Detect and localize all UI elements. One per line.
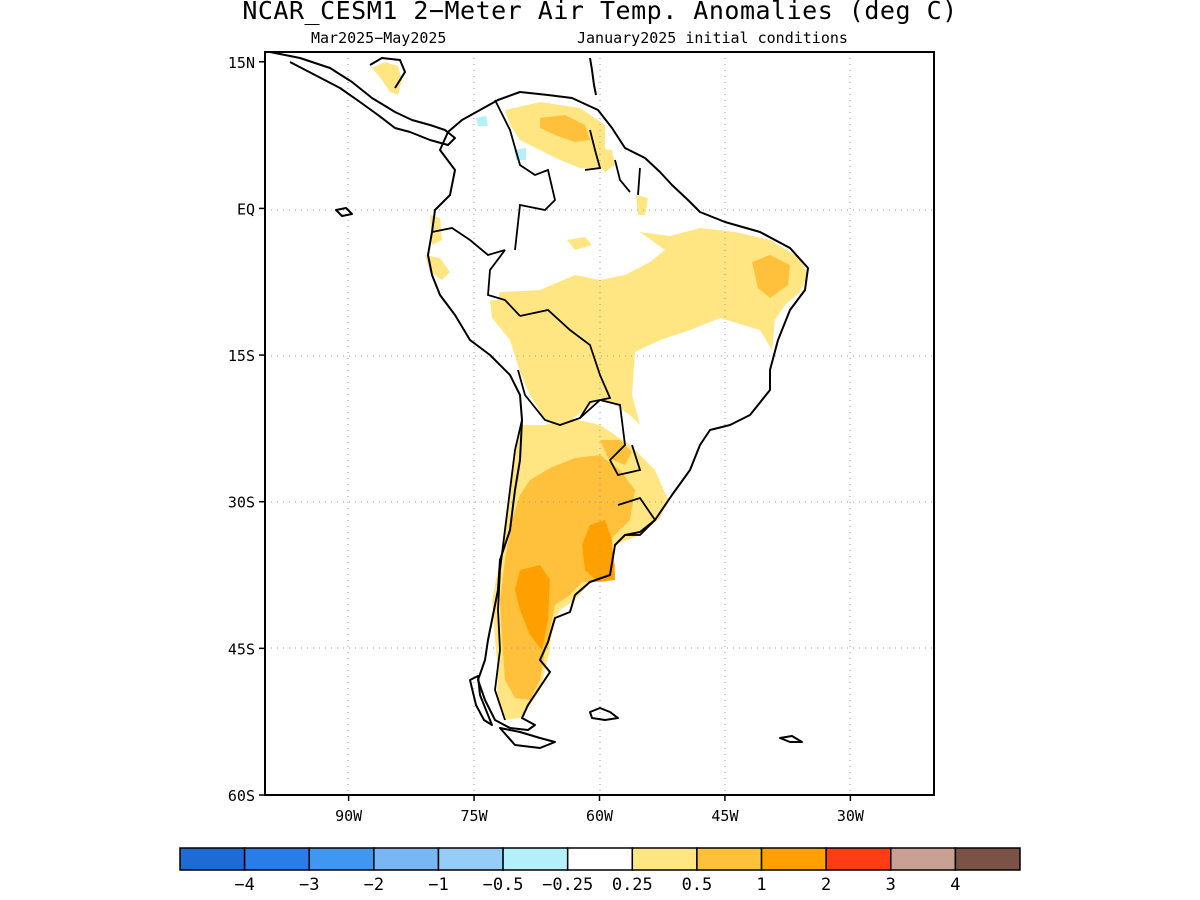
- galapagos-coastline: [335, 207, 353, 217]
- colorbar-label: 0.5: [682, 875, 713, 895]
- anomaly-region-northeast-brazil: [752, 255, 790, 298]
- colorbar-label: −3: [299, 875, 319, 895]
- colorbar-swatch: [308, 847, 375, 871]
- lat-label: 15N: [228, 54, 255, 72]
- colorbar-swatch: [502, 847, 569, 871]
- lat-label: EQ: [237, 200, 255, 218]
- colorbar-label: −2: [364, 875, 384, 895]
- lat-label: 60S: [228, 787, 255, 805]
- latitude-labels: 15N EQ 15S 30S 45S 60S: [228, 54, 265, 805]
- central-america-coastline: [269, 52, 456, 146]
- falklands-coastline: [589, 707, 619, 721]
- colorbar-label: 2: [821, 875, 831, 895]
- colorbar-swatch: [760, 847, 827, 871]
- colorbar-swatch: [954, 847, 1021, 871]
- chilean-archipelago: [469, 675, 493, 726]
- anomaly-region-cool-1: [476, 116, 488, 126]
- anomaly-shading: [372, 62, 808, 720]
- anomaly-region-ecuador: [425, 255, 450, 280]
- lon-label: 30W: [837, 807, 865, 825]
- border-venezuela-guyana: [584, 129, 602, 171]
- initial-conditions-subtitle: January2025 initial conditions: [577, 29, 848, 47]
- colorbar-label: 4: [950, 875, 960, 895]
- country-borders: [431, 99, 657, 721]
- colorbar-swatch: [825, 847, 892, 871]
- map-title: NCAR_CESM1 2−Meter Air Temp. Anomalies (…: [242, 0, 958, 25]
- anomaly-region-venezuela: [540, 115, 590, 142]
- colorbar-swatch: [437, 847, 504, 871]
- anomaly-region-pampas: [582, 520, 615, 582]
- lon-label: 90W: [335, 807, 363, 825]
- border-guianas: [614, 159, 641, 196]
- anomaly-region-patagonia: [515, 565, 550, 650]
- lon-label: 60W: [586, 807, 614, 825]
- anomaly-region-brazil: [497, 228, 808, 425]
- colorbar-swatch: [373, 847, 440, 871]
- colorbar-swatch: [890, 847, 957, 871]
- lat-label: 45S: [228, 640, 255, 658]
- period-subtitle: Mar2025−May2025: [311, 29, 447, 47]
- coastlines: [269, 52, 809, 749]
- border-ecuador-peru: [431, 227, 506, 256]
- anomaly-region-para: [636, 195, 648, 215]
- colorbar-label: −4: [234, 875, 254, 895]
- colorbar: −4 −3 −2 −1 −0.5 −0.25 0.25 0.5 1 2 3 4: [179, 847, 1021, 895]
- map-area: [265, 52, 934, 795]
- yucatan-coastline: [369, 57, 406, 89]
- anomaly-region-west-amazon: [490, 300, 600, 425]
- lat-label: 15S: [228, 347, 255, 365]
- colorbar-swatch: [179, 847, 246, 871]
- border-paraguay: [579, 399, 642, 477]
- colorbar-swatch: [696, 847, 763, 871]
- colorbar-label: −1: [428, 875, 448, 895]
- colorbar-label: −0.5: [483, 875, 524, 895]
- anomaly-region-north-coast: [505, 102, 605, 170]
- lat-label: 30S: [228, 494, 255, 512]
- south-america-coastline: [427, 91, 809, 731]
- colorbar-label: −0.25: [542, 875, 593, 895]
- colorbar-label: 1: [756, 875, 766, 895]
- lon-label: 45W: [711, 807, 739, 825]
- anomaly-region-amazon-patch: [567, 237, 592, 250]
- caribbean-coastline: [589, 57, 597, 96]
- border-chile-argentina: [494, 419, 523, 721]
- colorbar-label: 0.25: [612, 875, 653, 895]
- anomaly-region-central-america: [372, 62, 402, 95]
- longitude-labels: 90W 75W 60W 45W 30W: [335, 795, 865, 825]
- tierra-del-fuego-coastline: [499, 727, 556, 749]
- border-peru-brazil: [487, 249, 521, 317]
- lon-label: 75W: [461, 807, 489, 825]
- border-colombia-venezuela: [494, 99, 556, 251]
- south-georgia-coastline: [779, 735, 803, 743]
- colorbar-swatch: [631, 847, 698, 871]
- colorbar-label: 3: [886, 875, 896, 895]
- border-uruguay: [617, 496, 657, 536]
- colorbar-swatch: [243, 847, 310, 871]
- colorbar-swatch: [566, 847, 634, 871]
